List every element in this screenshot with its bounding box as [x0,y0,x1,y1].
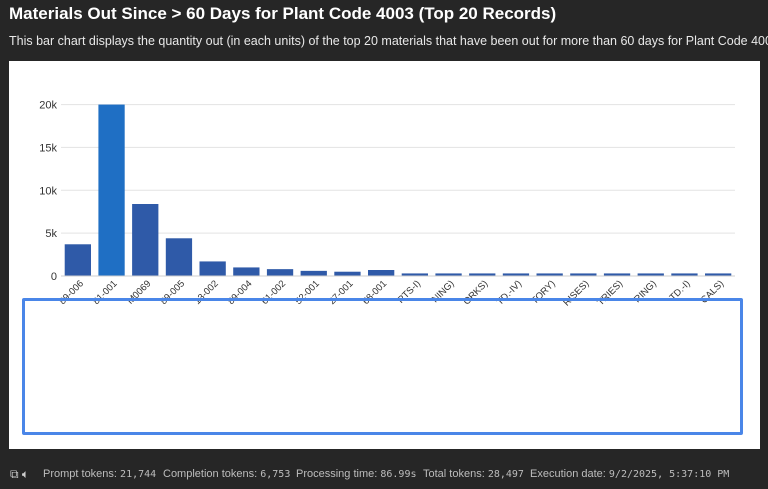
total-tokens-metric: Total tokens: 28,497 [423,468,524,480]
footer-icons: ⧉ 🔈︎ [10,467,29,482]
bar[interactable] [502,273,530,276]
prompt-tokens-value: 21,744 [120,469,157,480]
bar[interactable] [233,267,260,276]
speaker-icon[interactable]: 🔈︎ [21,467,30,481]
page-title: Materials Out Since > 60 Days for Plant … [9,4,557,23]
bar[interactable] [637,273,664,276]
completion-tokens-value: 6,753 [260,469,291,480]
bar[interactable] [300,270,327,276]
y-tick-label: 10k [39,185,57,197]
total-tokens-label: Total tokens: [423,468,485,480]
bar[interactable] [334,271,361,276]
y-tick-label: 5k [45,228,57,240]
bar[interactable] [435,273,462,276]
bar[interactable] [368,270,395,276]
bar[interactable] [671,273,698,276]
bar[interactable] [603,273,631,276]
bar[interactable] [132,204,159,276]
total-tokens-value: 28,497 [487,469,524,480]
bar[interactable] [705,273,732,276]
bar[interactable] [266,269,294,276]
prompt-tokens-metric: Prompt tokens: 21,744 [43,468,156,480]
completion-tokens-label: Completion tokens: [163,468,258,480]
bar[interactable] [401,273,428,276]
y-tick-label: 20k [39,100,57,112]
page-subtitle: This bar chart displays the quantity out… [9,34,768,48]
copy-icon[interactable]: ⧉ [10,467,19,481]
execution-date-metric: Execution date: 9/2/2025, 5:37:10 PM [530,468,729,480]
bar[interactable] [64,244,91,276]
execution-date-label: Execution date: [530,468,606,480]
bar[interactable] [98,104,125,276]
bar[interactable] [570,273,597,276]
completion-tokens-metric: Completion tokens: 6,753 [163,468,290,480]
y-tick-label: 0 [51,271,57,283]
prompt-tokens-label: Prompt tokens: [43,468,117,480]
processing-time-value: 86.99s [380,469,417,480]
processing-time-metric: Processing time: 86.99s [296,468,417,480]
y-tick-label: 15k [39,142,57,154]
bar[interactable] [469,273,496,276]
bar[interactable] [536,273,563,276]
processing-time-label: Processing time: [296,468,378,480]
selection-overlay [22,298,743,435]
bar[interactable] [199,261,226,276]
footer-bar: ⧉ 🔈︎ Prompt tokens: 21,744 Completion to… [0,460,768,489]
chart-panel: 0 5k 10k 15k 20k 89-006 81-001 M0069 89-005 13-00… [9,61,760,449]
execution-date-value: 9/2/2025, 5:37:10 PM [608,469,730,480]
bar[interactable] [165,238,193,276]
